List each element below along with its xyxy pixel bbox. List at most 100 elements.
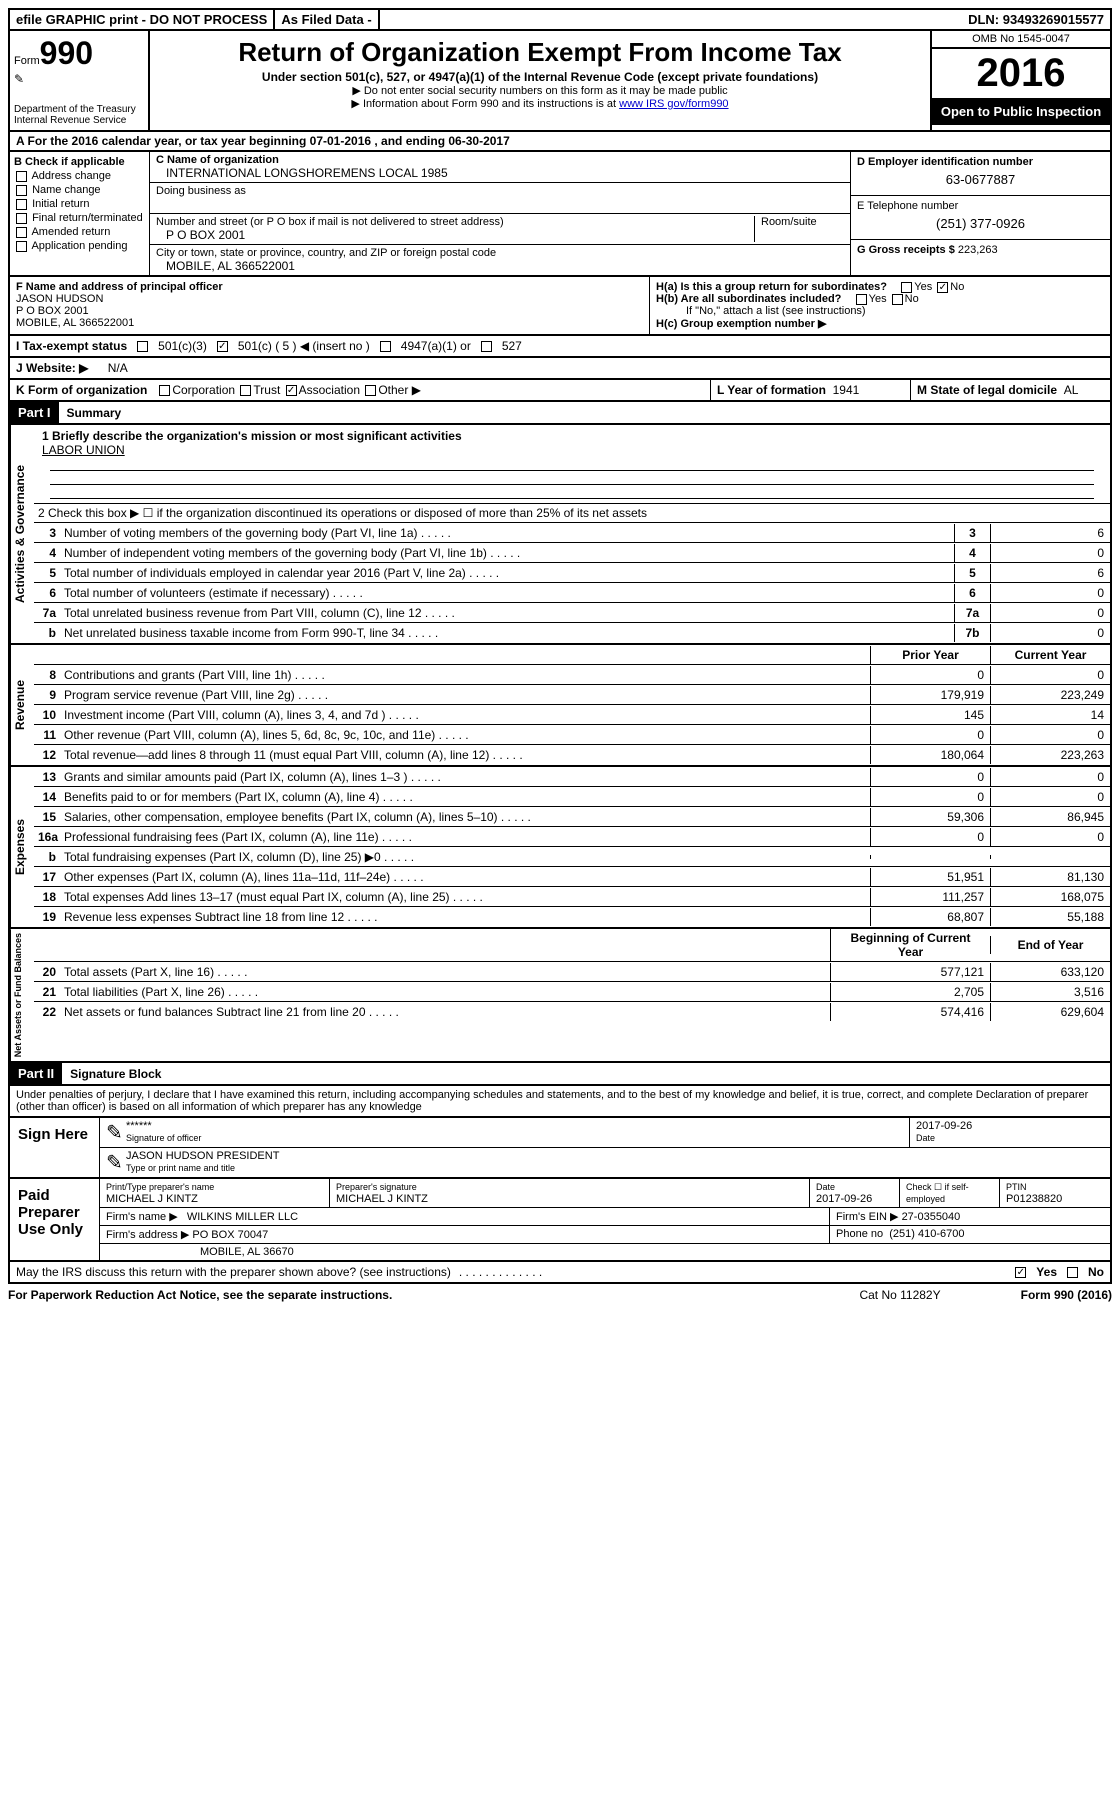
table-row: 19Revenue less expenses Subtract line 18… [34,907,1110,927]
section-net-assets: Net Assets or Fund Balances Beginning of… [8,929,1112,1063]
chk-corp[interactable] [159,385,170,396]
table-row: 10Investment income (Part VIII, column (… [34,705,1110,725]
chk-4947[interactable] [380,341,391,352]
chk-app-pending[interactable]: Application pending [14,240,145,252]
chk-other[interactable] [365,385,376,396]
row-f-h: F Name and address of principal officer … [8,277,1112,336]
part-ii-header: Part IISignature Block [8,1063,1112,1086]
chk-501c[interactable]: ✓ [217,341,228,352]
mission-text: LABOR UNION [42,443,125,457]
part-i-header: Part ISummary [8,402,1112,425]
pen-icon: ✎ [100,1118,120,1147]
officer-name: JASON HUDSON PRESIDENT [126,1150,279,1162]
section-revenue: Revenue Prior YearCurrent Year 8Contribu… [8,645,1112,767]
hb-no[interactable] [892,294,903,305]
discuss-no[interactable] [1067,1267,1078,1278]
chk-name-change[interactable]: Name change [14,184,145,196]
chk-address-change[interactable]: Address change [14,170,145,182]
table-row: 18Total expenses Add lines 13–17 (must e… [34,887,1110,907]
open-public-badge: Open to Public Inspection [932,98,1110,125]
pen-icon: ✎ [100,1148,120,1177]
row-j-website: J Website: ▶ N/A [8,358,1112,380]
discuss-row: May the IRS discuss this return with the… [8,1262,1112,1284]
row-i-tax-status: I Tax-exempt status 501(c)(3) ✓501(c) ( … [8,336,1112,358]
table-row: 13Grants and similar amounts paid (Part … [34,767,1110,787]
gross-receipts: 223,263 [958,244,998,256]
ein: 63-0677887 [857,168,1104,191]
sign-here-block: Sign Here ✎ ******Signature of officer 2… [8,1118,1112,1179]
hb-yes[interactable] [856,294,867,305]
firm-phone: (251) 410-6700 [889,1228,964,1240]
header-left: Form990 ✎ Department of the Treasury Int… [10,31,150,130]
swoosh-icon: ✎ [14,72,144,86]
ha-yes[interactable] [901,282,912,293]
chk-initial-return[interactable]: Initial return [14,198,145,210]
table-row: 3Number of voting members of the governi… [34,523,1110,543]
table-row: 11Other revenue (Part VIII, column (A), … [34,725,1110,745]
table-row: 9Program service revenue (Part VIII, lin… [34,685,1110,705]
page-footer: For Paperwork Reduction Act Notice, see … [8,1284,1112,1306]
table-row: 22Net assets or fund balances Subtract l… [34,1002,1110,1022]
row-k-l-m: K Form of organization Corporation Trust… [8,380,1112,402]
paid-preparer-block: Paid Preparer Use Only Print/Type prepar… [8,1179,1112,1262]
form-title: Return of Organization Exempt From Incom… [158,37,922,68]
chk-501c3[interactable] [137,341,148,352]
ptin: P01238820 [1006,1193,1062,1205]
phone: (251) 377-0926 [857,212,1104,235]
mission-block: 1 Briefly describe the organization's mi… [34,425,1110,503]
chk-527[interactable] [481,341,492,352]
row-a-tax-year: A For the 2016 calendar year, or tax yea… [8,132,1112,152]
dln: DLN: 93493269015577 [962,10,1110,29]
section-expenses: Expenses 13Grants and similar amounts pa… [8,767,1112,929]
top-bar: efile GRAPHIC print - DO NOT PROCESS As … [8,8,1112,31]
table-row: 4Number of independent voting members of… [34,543,1110,563]
table-row: 5Total number of individuals employed in… [34,563,1110,583]
vlabel-exp: Expenses [10,767,34,927]
chk-final-return[interactable]: Final return/terminated [14,212,145,224]
firm-name: WILKINS MILLER LLC [187,1211,298,1223]
tax-year: 2016 [932,49,1110,98]
discuss-yes[interactable]: ✓ [1015,1267,1026,1278]
identity-grid: B Check if applicable Address change Nam… [8,152,1112,277]
table-row: 16aProfessional fundraising fees (Part I… [34,827,1110,847]
perjury-statement: Under penalties of perjury, I declare th… [8,1086,1112,1118]
table-row: 15Salaries, other compensation, employee… [34,807,1110,827]
table-row: 8Contributions and grants (Part VIII, li… [34,665,1110,685]
col-deg: D Employer identification number63-06778… [850,152,1110,275]
website-value: N/A [108,361,128,375]
vlabel-ag: Activities & Governance [10,425,34,643]
firm-ein: 27-0355040 [902,1211,961,1223]
irs-link[interactable]: www IRS gov/form990 [619,98,728,110]
omb-number: OMB No 1545-0047 [932,31,1110,49]
chk-amended[interactable]: Amended return [14,226,145,238]
table-row: 7aTotal unrelated business revenue from … [34,603,1110,623]
col-b-checkboxes: B Check if applicable Address change Nam… [10,152,150,275]
table-row: 17Other expenses (Part IX, column (A), l… [34,867,1110,887]
table-row: 14Benefits paid to or for members (Part … [34,787,1110,807]
org-city: MOBILE, AL 366522001 [156,259,844,273]
table-row: 21Total liabilities (Part X, line 26) . … [34,982,1110,1002]
table-row: 12Total revenue—add lines 8 through 11 (… [34,745,1110,765]
state-domicile: AL [1064,383,1079,397]
dept-label: Department of the Treasury Internal Reve… [14,104,144,126]
form-header: Form990 ✎ Department of the Treasury Int… [8,31,1112,132]
table-row: bTotal fundraising expenses (Part IX, co… [34,847,1110,867]
table-row: 6Total number of volunteers (estimate if… [34,583,1110,603]
chk-trust[interactable] [240,385,251,396]
preparer-name: MICHAEL J KINTZ [106,1193,198,1205]
header-right: OMB No 1545-0047 2016 Open to Public Ins… [930,31,1110,130]
col-c-org-info: C Name of organizationINTERNATIONAL LONG… [150,152,850,275]
group-return: H(a) Is this a group return for subordin… [650,277,1110,334]
vlabel-net: Net Assets or Fund Balances [10,929,34,1061]
asfiled-label: As Filed Data - [275,10,379,29]
table-row: 20Total assets (Part X, line 16) . . . .… [34,962,1110,982]
principal-officer: F Name and address of principal officer … [10,277,650,334]
table-row: bNet unrelated business taxable income f… [34,623,1110,643]
section-activities-governance: Activities & Governance 1 Briefly descri… [8,425,1112,645]
year-formation: 1941 [833,383,860,397]
org-name: INTERNATIONAL LONGSHOREMENS LOCAL 1985 [156,166,844,180]
efile-label: efile GRAPHIC print - DO NOT PROCESS [10,10,275,29]
chk-assoc[interactable]: ✓ [286,385,297,396]
org-address: P O BOX 2001 [156,228,754,242]
ha-no[interactable]: ✓ [937,282,948,293]
